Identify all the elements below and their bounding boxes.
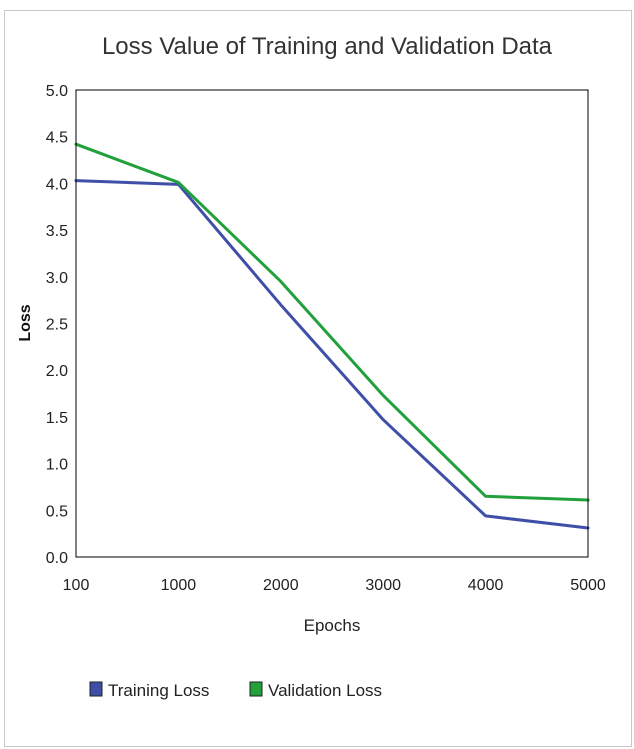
legend-label: Validation Loss [268, 681, 382, 700]
y-tick-label: 0.0 [46, 550, 68, 567]
y-tick-label: 3.0 [46, 270, 68, 287]
x-tick-label: 4000 [468, 577, 504, 594]
y-tick-label: 0.5 [46, 503, 68, 520]
x-tick-label: 2000 [263, 577, 299, 594]
legend-swatch [89, 681, 103, 697]
x-tick-label: 100 [63, 577, 90, 594]
y-tick-label: 2.0 [46, 363, 68, 380]
x-tick-label: 3000 [365, 577, 401, 594]
x-tick-label: 1000 [161, 577, 197, 594]
y-tick-label: 4.0 [46, 176, 68, 193]
series-line-training-loss [74, 179, 590, 530]
y-tick-label: 1.0 [46, 457, 68, 474]
x-axis-label: Epochs [304, 616, 361, 635]
x-tick-labels: 100 1000 2000 3000 4000 5000 [63, 577, 606, 594]
series-lines [74, 142, 590, 530]
y-tick-label: 3.5 [46, 223, 68, 240]
y-axis-label: Loss [17, 304, 34, 341]
y-tick-labels: 0.0 0.5 1.0 1.5 2.0 2.5 3.0 3.5 4.0 4.5 5.0 [46, 83, 68, 567]
chart-title: Loss Value of Training and Validation Da… [102, 33, 553, 60]
plot-area-border [75, 89, 589, 558]
x-tick-label: 5000 [570, 577, 606, 594]
chart-frame [4, 10, 632, 747]
y-tick-label: 2.5 [46, 317, 68, 334]
legend-swatch [249, 681, 263, 697]
y-tick-label: 5.0 [46, 83, 68, 100]
y-tick-label: 4.5 [46, 130, 68, 147]
series-line-validation-loss [74, 142, 590, 502]
legend: Training Loss Validation Loss [89, 681, 382, 700]
y-tick-label: 1.5 [46, 410, 68, 427]
legend-label: Training Loss [108, 681, 209, 700]
